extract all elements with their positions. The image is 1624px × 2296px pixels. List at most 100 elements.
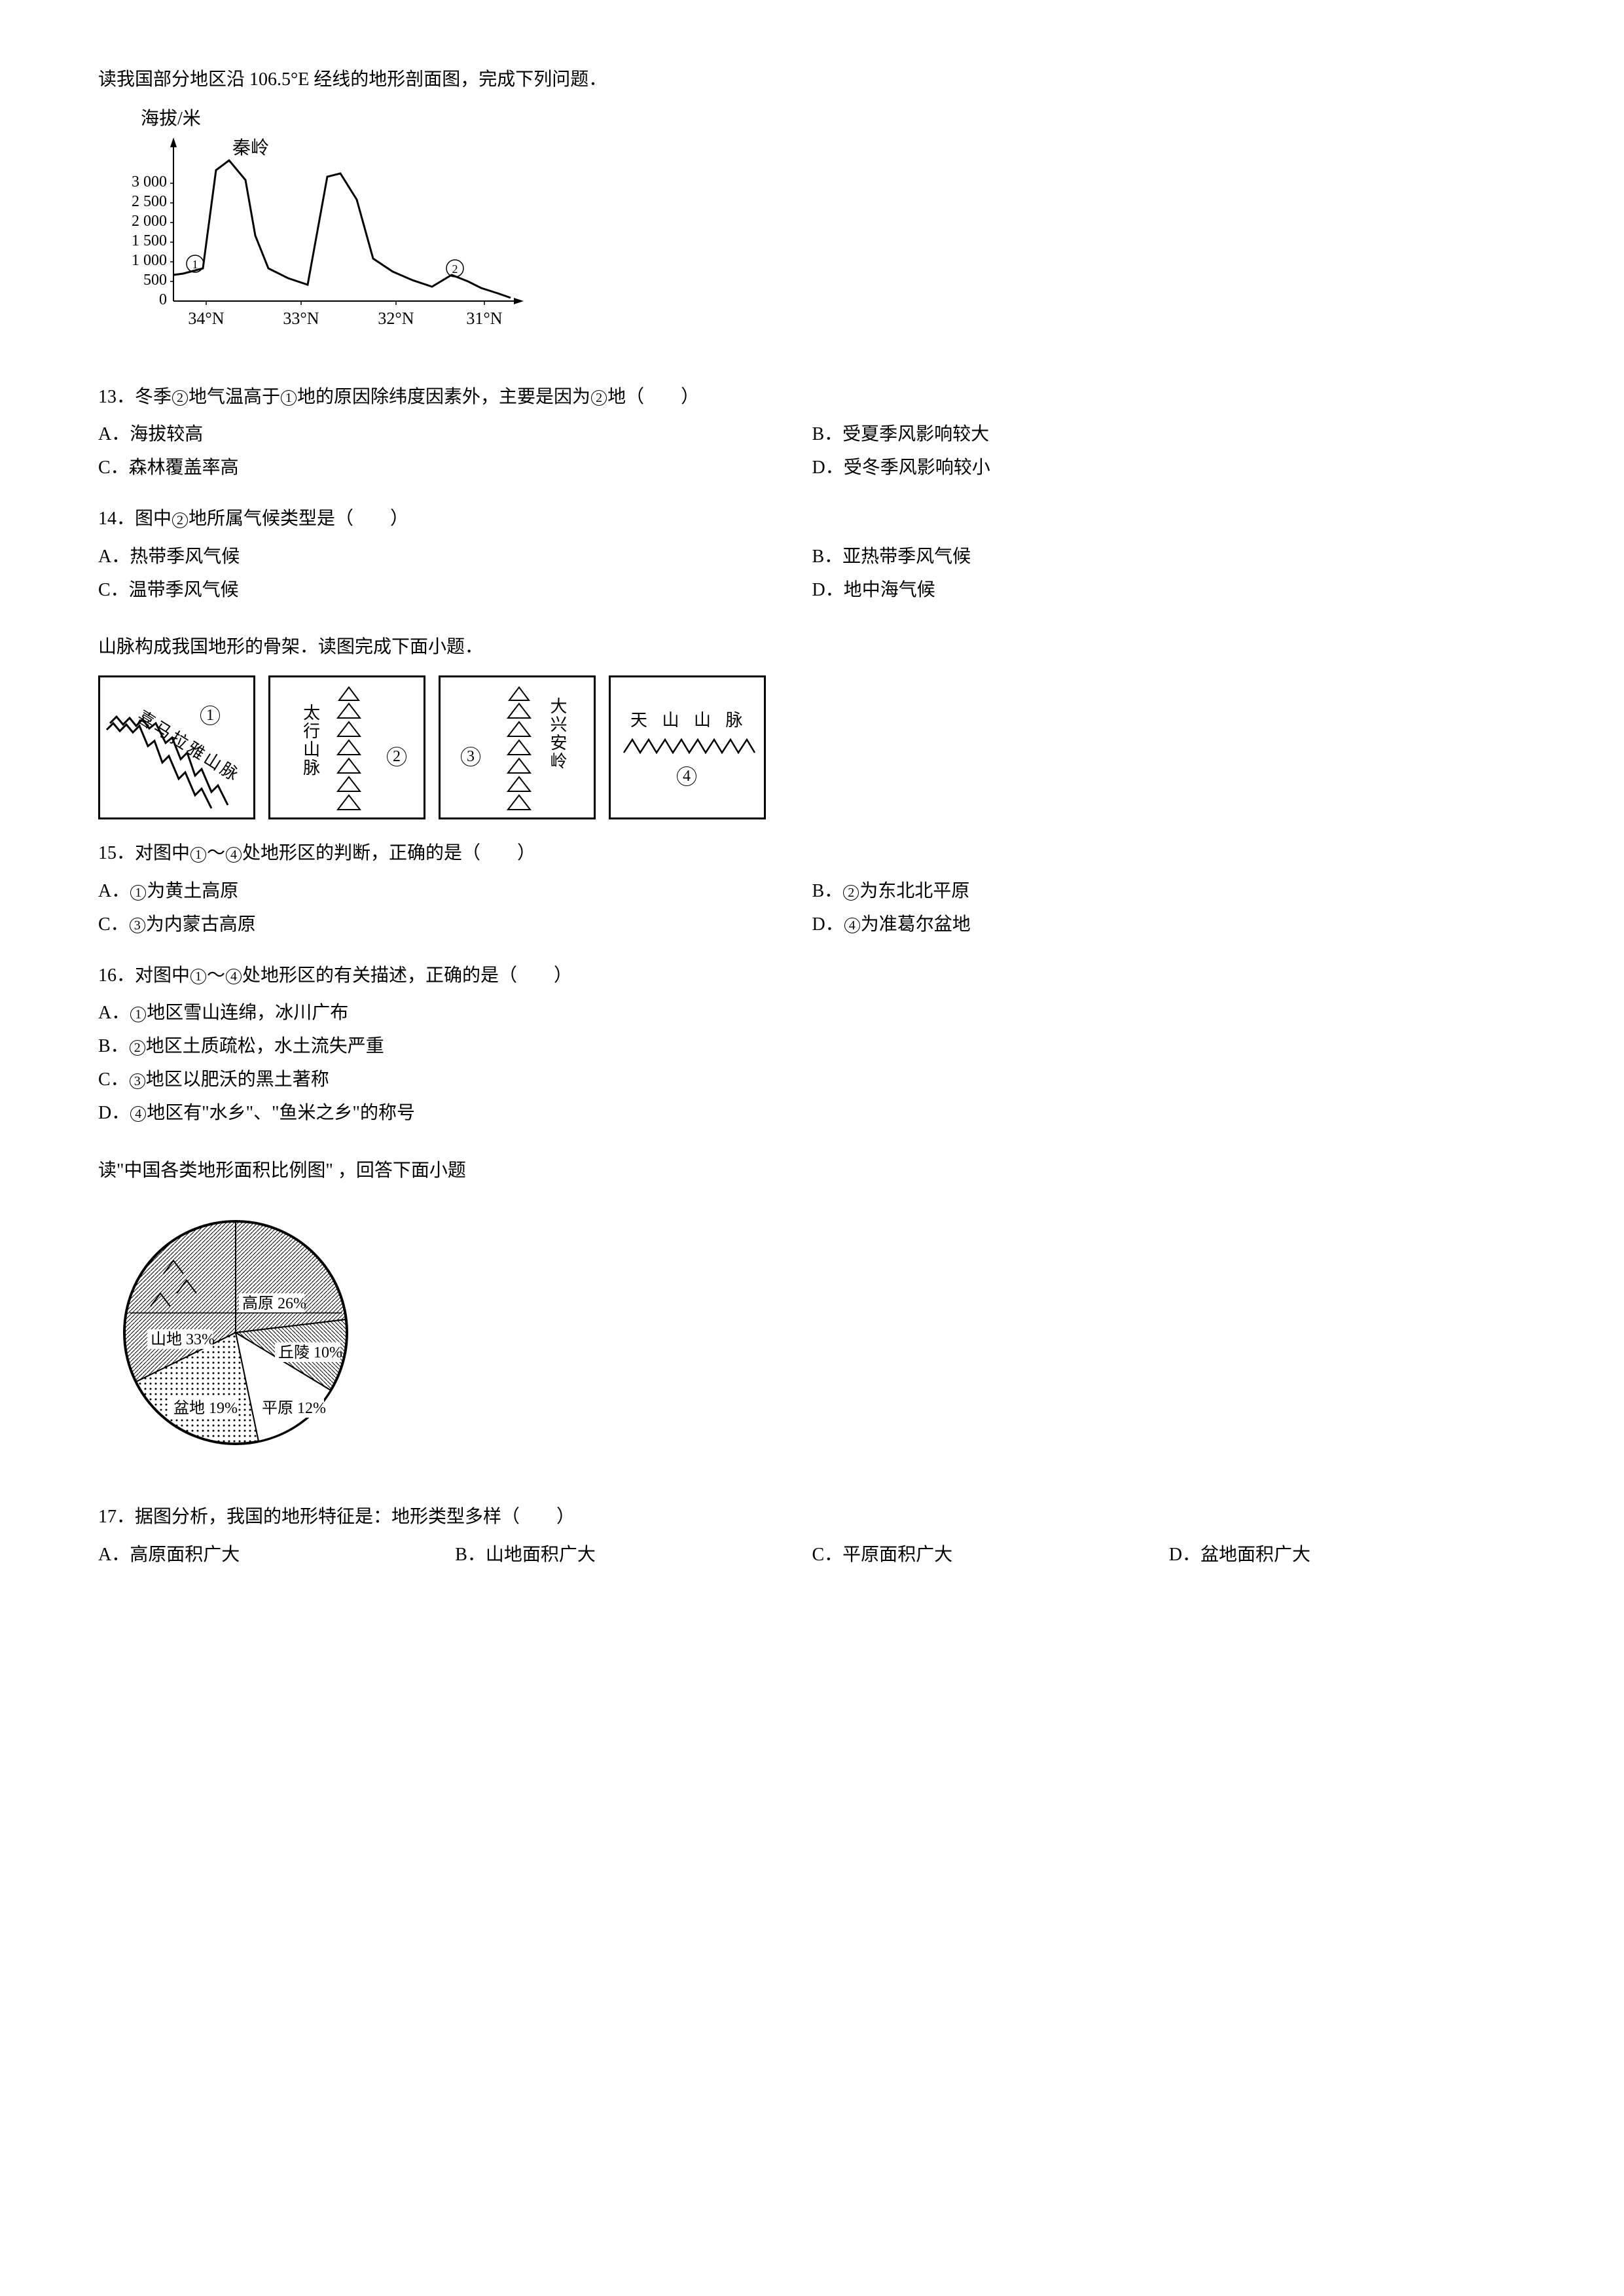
tile3-label: 大兴安岭 bbox=[543, 697, 571, 770]
q17-option-a[interactable]: A．高原面积广大 bbox=[98, 1539, 455, 1572]
svg-text:33°N: 33°N bbox=[283, 309, 319, 328]
pie-label-gaoyuan: 高原 26% bbox=[242, 1295, 306, 1312]
profile-chart-container: 海拔/米 0 500 1 000 1 500 2 000 2 500 3 000… bbox=[98, 105, 1526, 363]
pie-label-qiuling: 丘陵 10% bbox=[278, 1344, 342, 1361]
map-tile-3: 大兴安岭 3 bbox=[439, 675, 596, 819]
question-14: 14．图中2地所属气候类型是（ ） A．热带季风气候 B．亚热带季风气候 C．温… bbox=[98, 505, 1526, 607]
tile3-num: 3 bbox=[460, 742, 481, 769]
q16-stem: 16．对图中1～4处地形区的有关描述，正确的是（ ） bbox=[98, 961, 1526, 991]
pie-label-pendi: 盆地 19% bbox=[173, 1399, 238, 1417]
q15-stem: 15．对图中1～4处地形区的判断，正确的是（ ） bbox=[98, 839, 1526, 869]
map-tile-1: 喜马拉雅山脉 1 bbox=[98, 675, 255, 819]
map-tile-4: 天 山 山 脉 4 bbox=[609, 675, 766, 819]
q17-option-b[interactable]: B．山地面积广大 bbox=[455, 1539, 812, 1572]
q16-num: 16． bbox=[98, 965, 135, 986]
q17-option-c[interactable]: C．平原面积广大 bbox=[812, 1539, 1169, 1572]
q14-option-b[interactable]: B．亚热带季风气候 bbox=[812, 541, 1526, 574]
q17-stem: 17．据图分析，我国的地形特征是：地形类型多样（ ） bbox=[98, 1503, 1526, 1532]
q16-c1: 1 bbox=[190, 969, 206, 984]
q15-option-c[interactable]: C．3为内蒙古高原 bbox=[98, 908, 812, 942]
question-15: 15．对图中1～4处地形区的判断，正确的是（ ） A．1为黄土高原 B．2为东北… bbox=[98, 839, 1526, 941]
q13-stem-end: 地（ ） bbox=[607, 387, 699, 407]
q13-stem: 13．冬季2地气温高于1地的原因除纬度因素外，主要是因为2地（ ） bbox=[98, 383, 1526, 412]
q16-option-d[interactable]: D．4地区有"水乡"、"鱼米之乡"的称号 bbox=[98, 1097, 1526, 1130]
q13-c2a: 2 bbox=[172, 390, 188, 406]
map-tiles-row: 喜马拉雅山脉 1 太行山脉 2 大兴安岭 3 天 山 山 脉 4 bbox=[98, 675, 1526, 819]
q16-options: A．1地区雪山连绵，冰川广布 B．2地区土质疏松，水土流失严重 C．3地区以肥沃… bbox=[98, 997, 1526, 1130]
q13-c2b: 2 bbox=[591, 390, 607, 406]
q13-stem-prefix: 冬季 bbox=[135, 387, 171, 407]
q13-options: A．海拔较高 B．受夏季风影响较大 C．森林覆盖率高 D．受冬季风影响较小 bbox=[98, 418, 1526, 485]
q17-option-d[interactable]: D．盆地面积广大 bbox=[1169, 1539, 1526, 1572]
q13-option-c[interactable]: C．森林覆盖率高 bbox=[98, 452, 812, 485]
q15-option-a[interactable]: A．1为黄土高原 bbox=[98, 875, 812, 908]
q14-option-d[interactable]: D．地中海气候 bbox=[812, 574, 1526, 607]
pie-chart: 山地 33% 高原 26% 丘陵 10% 平原 12% 盆地 19% bbox=[111, 1208, 360, 1457]
q13-num: 13． bbox=[98, 387, 135, 407]
q14-stem: 14．图中2地所属气候类型是（ ） bbox=[98, 505, 1526, 534]
q15-stem-suffix: 处地形区的判断，正确的是（ ） bbox=[242, 843, 535, 863]
q15-c4: 4 bbox=[226, 847, 242, 863]
profile-line bbox=[173, 160, 511, 298]
pie-label-shandi: 山地 33% bbox=[151, 1331, 215, 1348]
question-13: 13．冬季2地气温高于1地的原因除纬度因素外，主要是因为2地（ ） A．海拔较高… bbox=[98, 383, 1526, 485]
q14-stem-suffix: 地所属气候类型是（ ） bbox=[189, 509, 408, 529]
tile2-label: 太行山脉 bbox=[297, 704, 324, 777]
map-tile-2: 太行山脉 2 bbox=[268, 675, 425, 819]
peak-label: 秦岭 bbox=[232, 137, 269, 158]
svg-text:34°N: 34°N bbox=[188, 309, 224, 328]
svg-text:0: 0 bbox=[159, 291, 167, 308]
q16-option-a[interactable]: A．1地区雪山连绵，冰川广布 bbox=[98, 997, 1526, 1030]
q16-stem-suffix: 处地形区的有关描述，正确的是（ ） bbox=[242, 965, 572, 986]
q15-c1: 1 bbox=[190, 847, 206, 863]
svg-text:1 000: 1 000 bbox=[132, 252, 167, 269]
q13-option-d[interactable]: D．受冬季风影响较小 bbox=[812, 452, 1526, 485]
q14-num: 14． bbox=[98, 509, 135, 529]
marker-1: 1 bbox=[192, 258, 198, 271]
y-axis-label: 海拔/米 bbox=[141, 108, 201, 129]
q14-option-a[interactable]: A．热带季风气候 bbox=[98, 541, 812, 574]
pie-label-pingyuan: 平原 12% bbox=[262, 1400, 326, 1417]
svg-text:32°N: 32°N bbox=[378, 309, 414, 328]
q15-option-d[interactable]: D．4为准葛尔盆地 bbox=[812, 908, 1526, 942]
passage1-intro: 读我国部分地区沿 106.5°E 经线的地形剖面图，完成下列问题． bbox=[98, 65, 1526, 95]
svg-text:500: 500 bbox=[143, 272, 167, 289]
profile-chart: 海拔/米 0 500 1 000 1 500 2 000 2 500 3 000… bbox=[98, 105, 543, 353]
tile4-label: 天 山 山 脉 bbox=[630, 707, 748, 734]
q17-options: A．高原面积广大 B．山地面积广大 C．平原面积广大 D．盆地面积广大 bbox=[98, 1539, 1526, 1572]
q13-option-b[interactable]: B．受夏季风影响较大 bbox=[812, 418, 1526, 452]
question-16: 16．对图中1～4处地形区的有关描述，正确的是（ ） A．1地区雪山连绵，冰川广… bbox=[98, 961, 1526, 1130]
q15-options: A．1为黄土高原 B．2为东北北平原 C．3为内蒙古高原 D．4为准葛尔盆地 bbox=[98, 875, 1526, 942]
passage2-intro: 山脉构成我国地形的骨架．读图完成下面小题． bbox=[98, 633, 1526, 662]
passage3-intro: 读"中国各类地形面积比例图" ，回答下面小题 bbox=[98, 1157, 1526, 1186]
q16-option-c[interactable]: C．3地区以肥沃的黑土著称 bbox=[98, 1064, 1526, 1097]
q16-c4: 4 bbox=[226, 969, 242, 984]
q15-stem-prefix: 对图中 bbox=[135, 843, 190, 863]
svg-text:2 500: 2 500 bbox=[132, 193, 167, 210]
svg-text:31°N: 31°N bbox=[466, 309, 502, 328]
q16-stem-prefix: 对图中 bbox=[135, 965, 190, 986]
q15-stem-mid: ～ bbox=[207, 843, 225, 863]
tile4-num: 4 bbox=[676, 761, 697, 789]
svg-text:3 000: 3 000 bbox=[132, 173, 167, 190]
q14-options: A．热带季风气候 B．亚热带季风气候 C．温带季风气候 D．地中海气候 bbox=[98, 541, 1526, 607]
q16-option-b[interactable]: B．2地区土质疏松，水土流失严重 bbox=[98, 1030, 1526, 1064]
q14-c2: 2 bbox=[172, 512, 188, 528]
q13-c1: 1 bbox=[281, 390, 297, 406]
svg-text:1 500: 1 500 bbox=[132, 232, 167, 249]
q17-num: 17． bbox=[98, 1507, 135, 1527]
q13-option-a[interactable]: A．海拔较高 bbox=[98, 418, 812, 452]
q15-num: 15． bbox=[98, 843, 135, 863]
q16-stem-mid: ～ bbox=[207, 965, 225, 986]
marker-2: 2 bbox=[452, 262, 458, 276]
tile2-num: 2 bbox=[386, 742, 407, 769]
pie-chart-container: 山地 33% 高原 26% 丘陵 10% 平原 12% 盆地 19% bbox=[98, 1195, 1526, 1483]
svg-text:2 000: 2 000 bbox=[132, 213, 167, 230]
q13-stem-suffix: 地的原因除纬度因素外，主要是因为 bbox=[297, 387, 590, 407]
q13-stem-mid: 地气温高于 bbox=[189, 387, 280, 407]
q14-option-c[interactable]: C．温带季风气候 bbox=[98, 574, 812, 607]
q14-stem-prefix: 图中 bbox=[135, 509, 171, 529]
q15-option-b[interactable]: B．2为东北北平原 bbox=[812, 875, 1526, 908]
tile1-num: 1 bbox=[200, 700, 221, 728]
question-17: 17．据图分析，我国的地形特征是：地形类型多样（ ） A．高原面积广大 B．山地… bbox=[98, 1503, 1526, 1572]
